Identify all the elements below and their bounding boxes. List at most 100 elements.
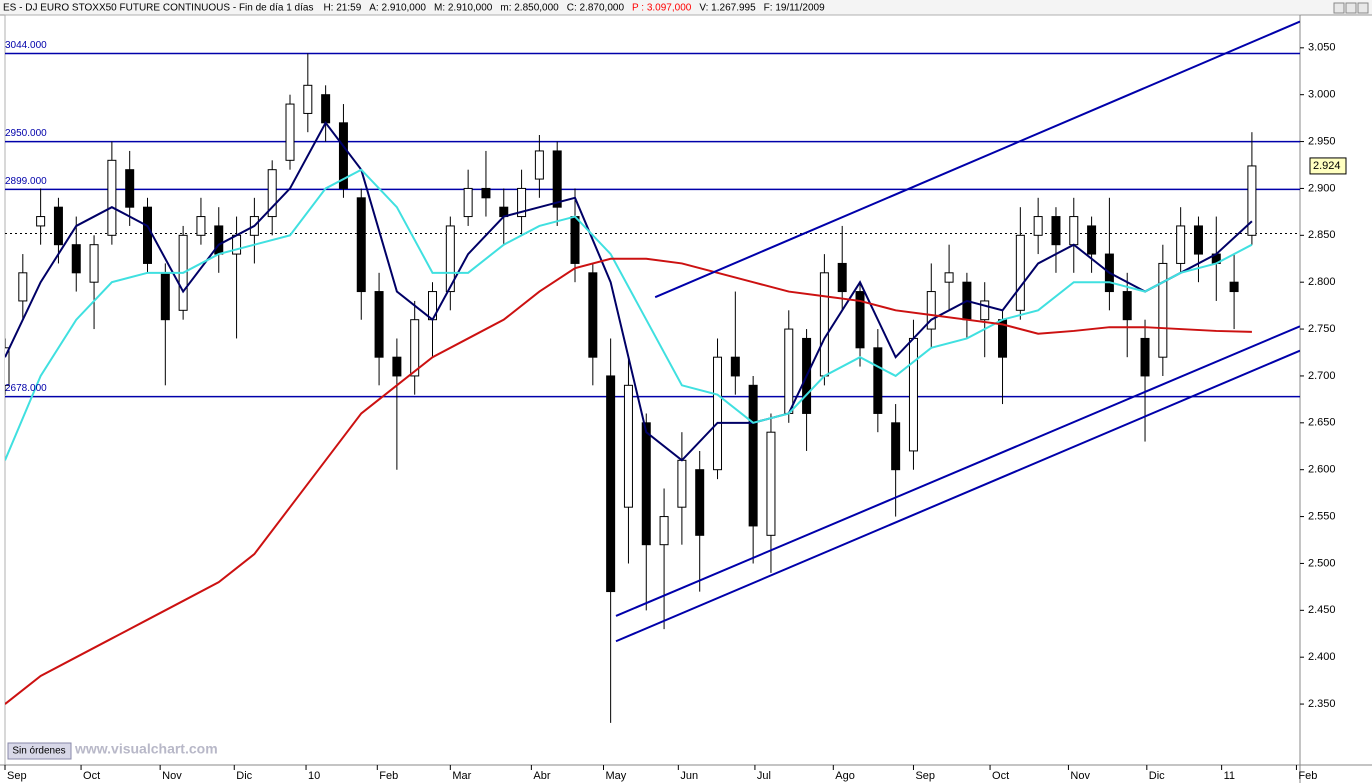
candle-body (1033, 216, 1043, 236)
candle-body (552, 150, 562, 208)
candle-body (819, 272, 829, 377)
orders-button-label[interactable]: Sin órdenes (12, 746, 65, 757)
candle-body (659, 516, 669, 546)
watermark: www.visualchart.com (74, 741, 218, 757)
plot-area (5, 20, 1300, 723)
x-tick-label: Oct (992, 770, 1009, 782)
candle-body (53, 206, 63, 246)
candle-body (232, 234, 242, 255)
candle-body (71, 244, 81, 274)
candle-body (445, 225, 455, 293)
candle-body (392, 356, 402, 377)
header-field: V: 1.267.995 (699, 3, 756, 14)
candle-body (748, 384, 758, 527)
window-button[interactable] (1345, 2, 1357, 14)
y-tick-label: 2.450 (1308, 604, 1336, 616)
candle-body (713, 356, 723, 471)
candle-body (285, 103, 295, 161)
candle-body (338, 122, 348, 189)
candle-body (143, 206, 153, 264)
window-button[interactable] (1357, 2, 1369, 14)
x-tick-label: Sep (7, 770, 27, 782)
trend-line (615, 349, 1300, 643)
candle-body (588, 272, 598, 358)
candle-body (1087, 225, 1097, 255)
moving-average (5, 120, 1253, 462)
candle-body (926, 291, 936, 330)
candle-body (623, 384, 633, 508)
level-label: 2678.000 (5, 383, 47, 394)
x-tick-label: Feb (379, 770, 398, 782)
candle-body (1193, 225, 1203, 255)
x-tick-label: Jun (680, 770, 698, 782)
x-tick-label: Sep (915, 770, 935, 782)
candle-body (730, 356, 740, 377)
x-tick-label: Nov (162, 770, 182, 782)
x-tick-label: Jul (757, 770, 771, 782)
y-tick-label: 2.600 (1308, 464, 1336, 476)
x-tick-label: Abr (533, 770, 550, 782)
header-field: P : 3.097,000 (632, 3, 692, 14)
candle-body (980, 300, 990, 321)
x-tick-label: Feb (1298, 770, 1317, 782)
level-label: 2899.000 (5, 176, 47, 187)
header-field: C: 2.870,000 (567, 3, 625, 14)
moving-average (5, 257, 1252, 705)
window-button[interactable] (1333, 2, 1345, 14)
candle-body (766, 431, 776, 536)
candle-body (1229, 281, 1239, 293)
x-tick-label: Dic (1149, 770, 1165, 782)
candle-body (837, 262, 847, 293)
candle-body (107, 159, 117, 236)
last-price-box (1309, 157, 1347, 175)
header-field: A: 2.910,000 (369, 3, 426, 14)
orders-button[interactable] (7, 742, 72, 760)
x-tick-label: 11 (1224, 770, 1235, 782)
y-tick-label: 2.850 (1308, 229, 1336, 241)
candle-body (125, 169, 135, 208)
level-label: 2950.000 (5, 128, 47, 139)
y-tick-label: 2.800 (1308, 276, 1336, 288)
candle-body (1122, 291, 1132, 321)
y-tick-label: 2.400 (1308, 651, 1336, 663)
x-tick-label: Oct (83, 770, 100, 782)
candle-body (695, 469, 705, 536)
header-bar (0, 0, 1372, 15)
trend-line (615, 325, 1300, 617)
header-field: F: 19/11/2009 (764, 3, 825, 14)
candle-body (570, 216, 580, 264)
y-tick-label: 2.950 (1308, 135, 1336, 147)
candle-body (606, 375, 616, 593)
x-tick-label: Dic (236, 770, 252, 782)
y-tick-label: 2.700 (1308, 370, 1336, 382)
x-tick-label: 10 (308, 770, 320, 782)
candle-body (196, 216, 206, 236)
candle-body (267, 169, 277, 218)
y-tick-label: 2.650 (1308, 417, 1336, 429)
candle-body (463, 187, 473, 218)
x-tick-label: Mar (452, 770, 471, 782)
candle-body (944, 272, 954, 283)
candle-body (873, 347, 883, 414)
candle-body (481, 187, 491, 199)
candle-body (321, 94, 331, 124)
y-tick-label: 2.550 (1308, 510, 1336, 522)
candle-body (356, 197, 366, 293)
x-tick-label: Ago (835, 770, 855, 782)
candle-body (410, 319, 420, 377)
candle-body (1140, 337, 1150, 377)
y-tick-label: 2.750 (1308, 323, 1336, 335)
y-tick-label: 3.050 (1308, 42, 1336, 54)
candle-body (1069, 216, 1079, 246)
candle-body (374, 291, 384, 358)
candle-body (534, 150, 544, 180)
candle-body (1158, 262, 1168, 358)
candle-body (1015, 234, 1025, 311)
candle-body (1247, 165, 1257, 236)
trend-line (654, 20, 1300, 299)
candle-body (5, 347, 10, 386)
candle-body (908, 337, 918, 452)
candle-body (517, 187, 527, 218)
